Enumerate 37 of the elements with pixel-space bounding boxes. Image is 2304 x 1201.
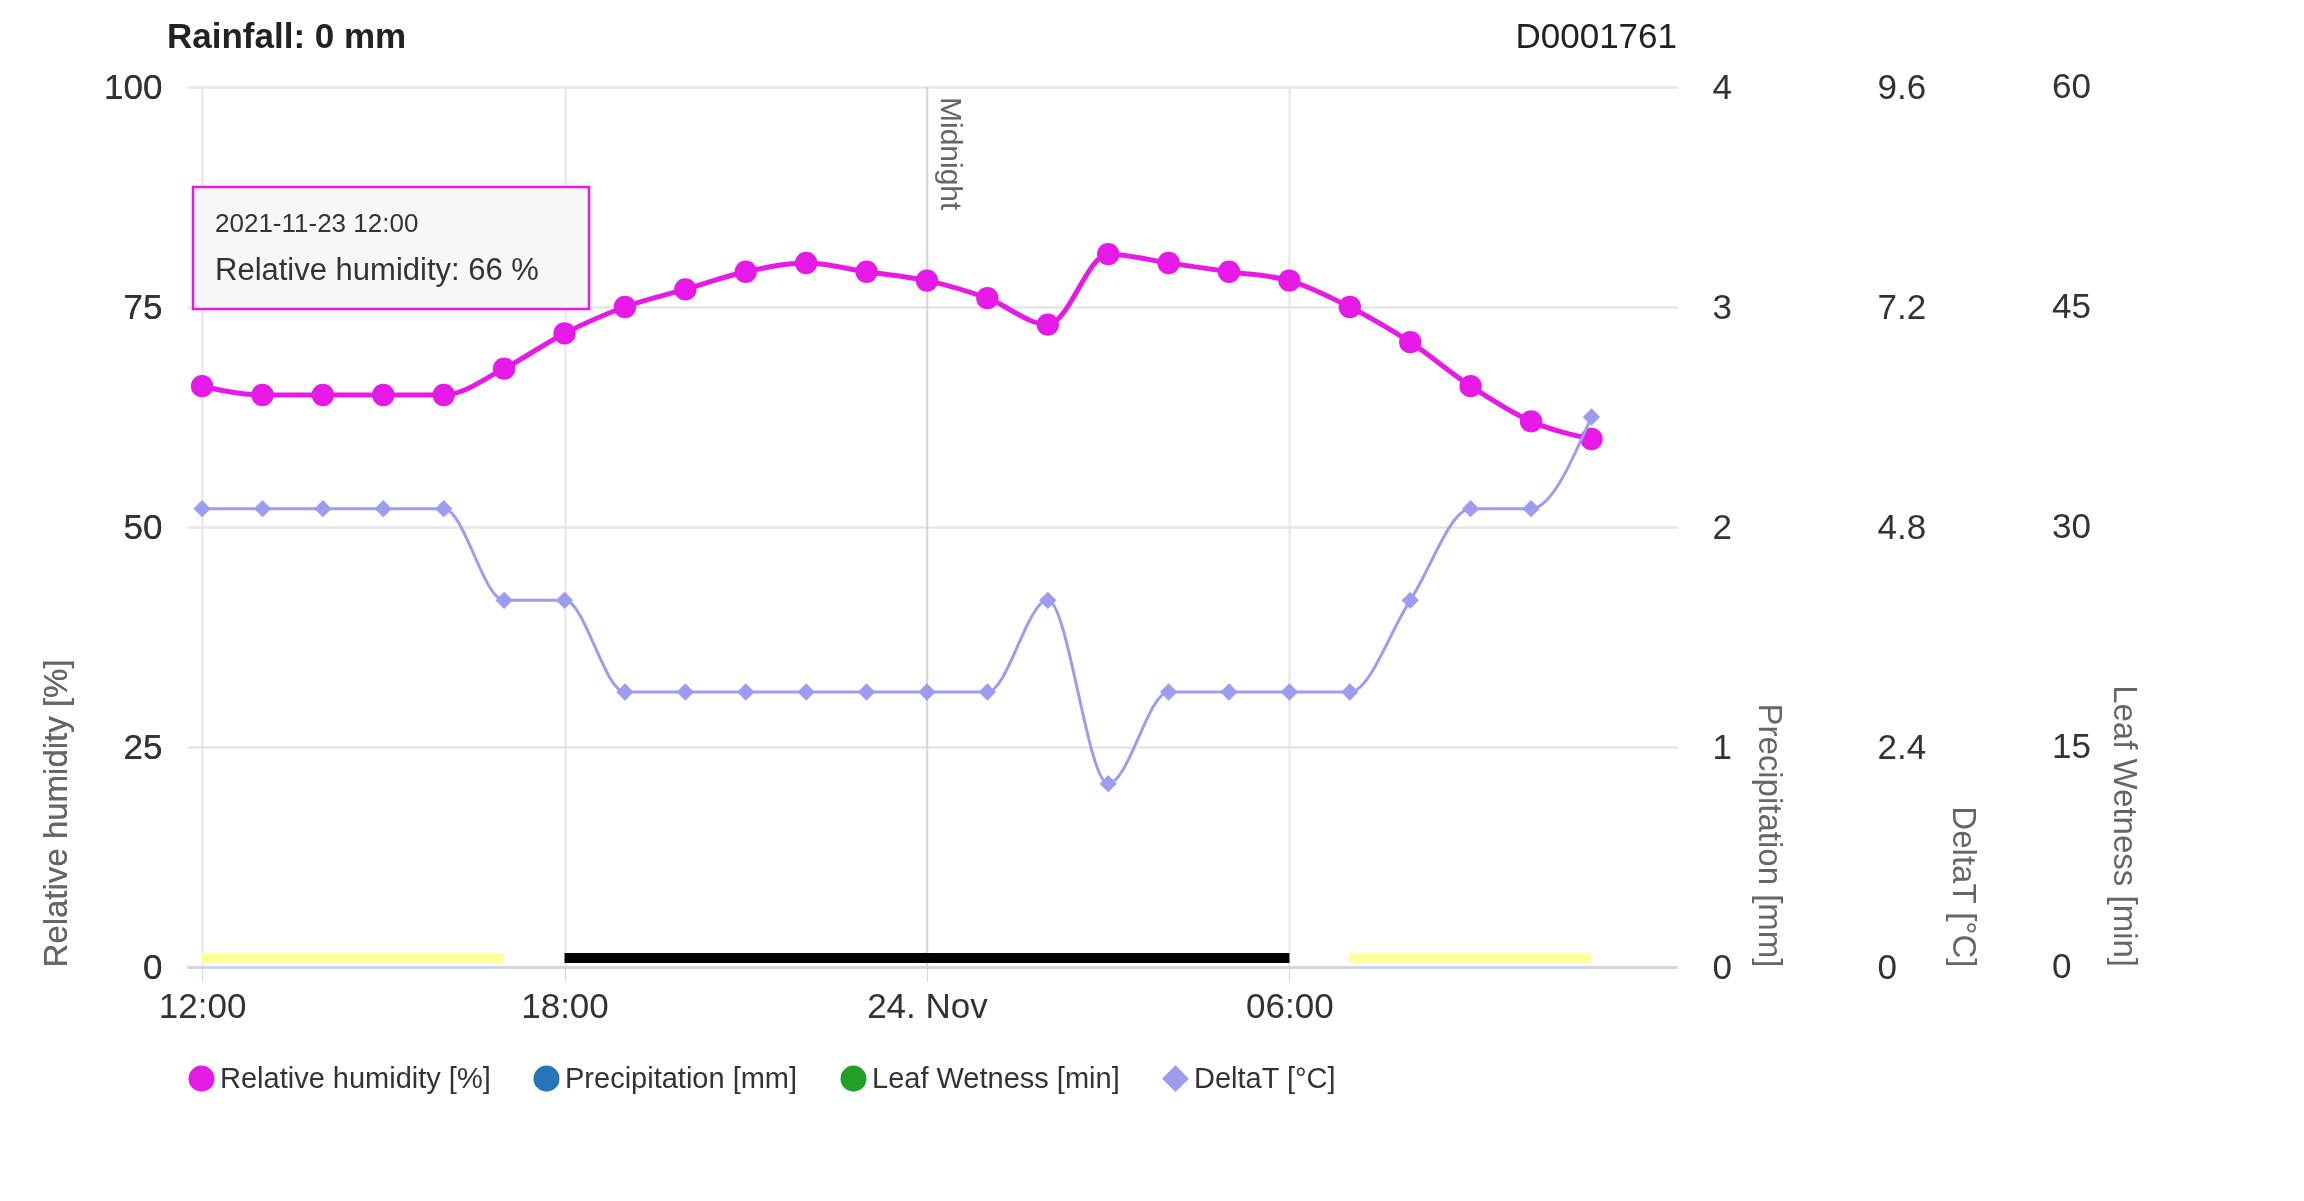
x-tick-label: 24. Nov <box>867 985 989 1025</box>
chart-subtitle: D0001761 <box>1515 16 1677 55</box>
legend-label: Precipitation [mm] <box>565 1061 798 1094</box>
y2-tick-label: 0 <box>1712 946 1732 986</box>
y2-tick-label: 3 <box>1712 286 1732 326</box>
text: 15 <box>2052 726 2091 765</box>
y2-tick-label: 4 <box>1712 66 1732 106</box>
y2-tick-label: 2 <box>1712 506 1732 546</box>
legend-label: Leaf Wetness [min] <box>872 1061 1120 1094</box>
text: 60 <box>2052 66 2091 105</box>
text: 30 <box>2052 506 2091 545</box>
y3-tick-label: 2.4 <box>1877 726 1927 766</box>
y3-tick-label: 0 <box>1877 946 1897 986</box>
y-tick-label: 0 <box>143 946 163 986</box>
text: Leaf Wetness [min] <box>2107 685 2144 967</box>
text: 45 <box>2052 286 2091 325</box>
legend-label: Relative humidity [%] <box>220 1061 491 1094</box>
y3-tick-label: 7.2 <box>1877 286 1927 326</box>
y3-tick-label: 9.6 <box>1877 66 1927 106</box>
annotation: 2021-11-23 12:00 <box>215 208 419 238</box>
y3-axis-title: DeltaT [°C] <box>1946 806 1984 968</box>
y-tick-label: 100 <box>104 66 163 106</box>
x-tick-label: 06:00 <box>1246 985 1334 1025</box>
y-axis-title: Relative humidity [%] <box>37 659 75 968</box>
y-tick-label: 50 <box>123 506 163 546</box>
x-tick-label: 18:00 <box>521 985 609 1025</box>
y-tick-label: 75 <box>123 286 163 326</box>
y2-tick-label: 1 <box>1712 726 1732 766</box>
y3-tick-label: 4.8 <box>1877 506 1927 546</box>
x-tick-label: 12:00 <box>158 985 247 1025</box>
y-tick-label: 25 <box>123 726 163 766</box>
annotation: Relative humidity: 66 % <box>215 252 539 287</box>
text: 0 <box>2052 946 2072 985</box>
chart-title: Rainfall: 0 mm <box>167 16 407 55</box>
ref-line-label: Midnight <box>934 97 968 212</box>
legend-label: DeltaT [°C] <box>1194 1061 1336 1094</box>
y2-axis-title: Precipitation [mm] <box>1751 703 1789 968</box>
